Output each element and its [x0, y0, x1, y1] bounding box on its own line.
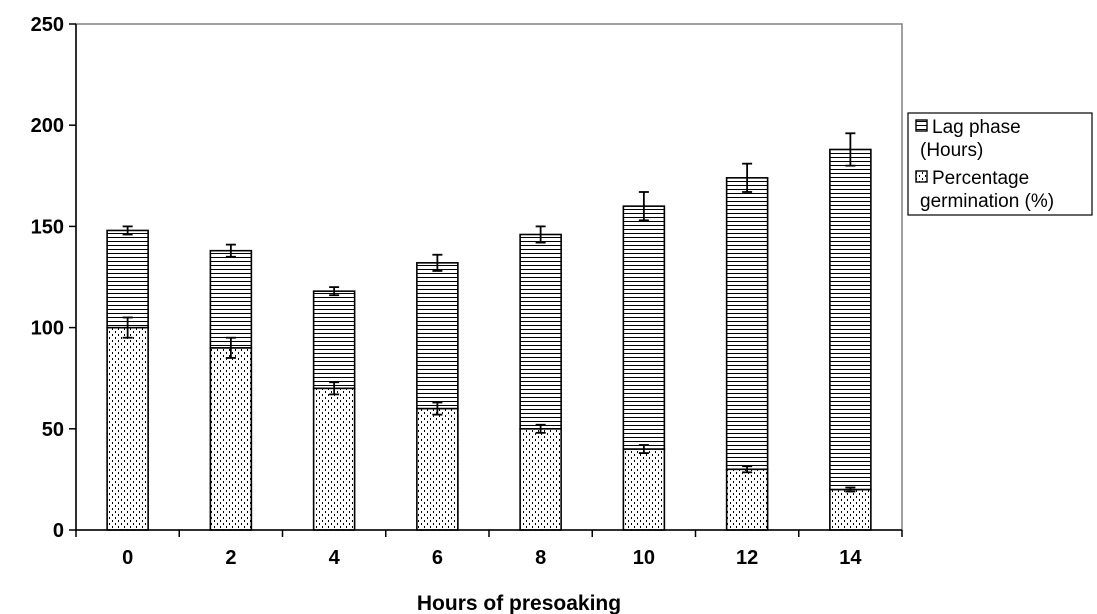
- error-bar-lag-phase-6: [432, 253, 443, 272]
- error-bar-germination-6: [432, 401, 443, 416]
- y-tick-label-50: 50: [42, 419, 64, 441]
- bar-germination-8: [519, 427, 562, 531]
- bar-germination-10: [622, 448, 666, 531]
- y-tick-label-0: 0: [53, 520, 64, 542]
- error-bar-germination-0: [122, 316, 133, 339]
- legend-label-lag-phase-1: (Hours): [920, 140, 983, 161]
- error-bar-lag-phase-0: [122, 225, 133, 236]
- error-bar-germination-14: [845, 486, 856, 493]
- bar-germination-14: [829, 488, 872, 531]
- plot-border: [75, 23, 903, 531]
- x-axis-title: Hours of presoaking: [417, 592, 621, 614]
- legend-label-germination-1: germination (%): [920, 191, 1054, 212]
- axes-group: 0 50 100 150 200 250 0 2 4 6 8 10 12 14: [31, 14, 903, 569]
- bar-lag-phase-12: [725, 177, 769, 471]
- error-bar-lag-phase-2: [225, 243, 236, 258]
- error-bar-lag-phase-8: [535, 225, 546, 244]
- bar-germination-2: [209, 347, 253, 531]
- error-bar-lag-phase-14: [845, 132, 856, 167]
- error-bar-germination-12: [742, 465, 753, 474]
- x-tick-label-12: 12: [736, 547, 758, 569]
- legend-label-lag-phase-0: Lag phase: [932, 117, 1021, 138]
- y-tick-label-250: 250: [31, 14, 64, 36]
- error-bar-germination-8: [535, 423, 546, 434]
- error-bar-lag-phase-12: [742, 162, 753, 193]
- error-bar-germination-4: [329, 381, 340, 396]
- bar-lag-phase-10: [622, 205, 666, 450]
- x-tick-label-0: 0: [122, 547, 133, 569]
- plot-area: [75, 23, 903, 531]
- error-bar-germination-10: [638, 444, 649, 454]
- x-tick-label-8: 8: [535, 547, 546, 569]
- error-bar-lag-phase-4: [329, 286, 340, 297]
- y-tick-label-200: 200: [31, 115, 64, 137]
- bar-lag-phase-4: [312, 290, 356, 390]
- bar-germination-0: [106, 326, 149, 531]
- x-tick-label-2: 2: [225, 547, 236, 569]
- legend-box: [907, 112, 1093, 216]
- x-tick-label-14: 14: [839, 547, 862, 569]
- legend-swatch-lag-phase: [915, 119, 928, 132]
- y-tick-label-100: 100: [31, 318, 64, 340]
- bar-lag-phase-2: [209, 249, 253, 349]
- bar-germination-12: [725, 468, 769, 531]
- x-tick-label-6: 6: [432, 547, 443, 569]
- bars-group: [106, 132, 872, 531]
- x-tick-label-10: 10: [633, 547, 655, 569]
- bar-germination-6: [416, 407, 459, 531]
- bar-lag-phase-6: [416, 262, 459, 410]
- error-bar-lag-phase-10: [638, 191, 649, 222]
- bar-lag-phase-14: [829, 148, 872, 491]
- y-tick-label-150: 150: [31, 216, 64, 238]
- error-bar-germination-2: [225, 336, 236, 359]
- bar-germination-4: [312, 387, 356, 531]
- legend-label-germination-0: Percentage: [932, 168, 1029, 189]
- legend-swatch-germination: [915, 170, 928, 183]
- bar-lag-phase-0: [106, 229, 149, 329]
- x-tick-label-4: 4: [329, 547, 341, 569]
- bar-lag-phase-8: [519, 233, 562, 430]
